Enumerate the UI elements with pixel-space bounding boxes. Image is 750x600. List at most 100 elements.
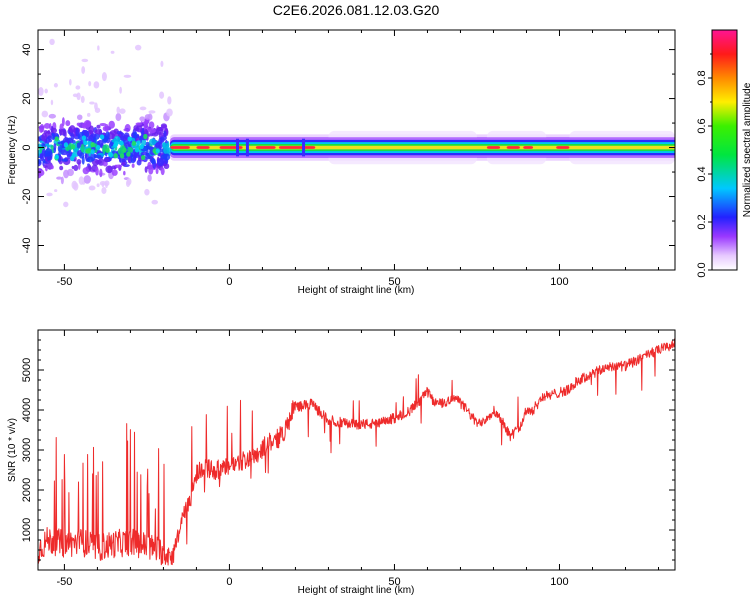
- spectrogram-noise-blob: [58, 129, 66, 136]
- spectrogram-noise-blob: [60, 149, 68, 156]
- spectrogram-marks: [38, 38, 675, 208]
- colorbar-ticks: 0.0 0.2 0.4 0.6 0.8: [696, 53, 712, 278]
- spectrogram-noise-blob: [96, 124, 101, 129]
- spectrogram-noise-blob: [104, 124, 109, 133]
- spectrogram-noise-blob: [101, 182, 105, 188]
- spectrogram-noise-blob: [53, 143, 57, 151]
- spectrogram-noise-blob: [46, 192, 53, 197]
- spectrogram-x-ticks: -50 0 50 100: [56, 30, 659, 288]
- spectrogram-hot-blob: [63, 142, 69, 148]
- ridge-hot-segment: [219, 146, 243, 149]
- spectrogram-y-label: Frequency (Hz): [7, 116, 18, 185]
- spectrogram-hot-blob: [126, 151, 131, 157]
- x-tick-label: 0: [226, 576, 232, 588]
- chart-title: C2E6.2026.081.12.03.G20: [273, 2, 440, 18]
- spectrogram-noise-blob: [160, 60, 164, 68]
- spectrogram-noise-blob: [133, 131, 138, 139]
- spectrogram-noise-blob: [134, 44, 142, 51]
- colorbar-tick-label: 0.0: [696, 262, 708, 277]
- spectrogram-noise-blob: [166, 108, 173, 117]
- x-tick-label: 50: [388, 576, 400, 588]
- spectrogram-noise-blob: [160, 167, 165, 176]
- spectrogram-noise-blob: [121, 162, 125, 166]
- spectrogram-noise-blob: [151, 199, 158, 205]
- x-tick-label: -50: [56, 276, 72, 288]
- spectrogram-noise-blob: [48, 113, 57, 119]
- spectrogram-hot-blob: [90, 142, 95, 148]
- spectrogram-panel: -50 0 50 100 -40 -20 0 20 40 Height of straight…: [7, 29, 676, 296]
- spectrogram-noise-blob: [68, 126, 73, 132]
- snr-x-ticks: -50 0 50 100: [56, 330, 659, 588]
- spectrogram-noise-blob: [43, 164, 48, 168]
- spectrogram-noise-blob: [39, 146, 42, 154]
- ridge-hot-segment: [170, 146, 190, 149]
- spectrogram-noise-blob: [147, 161, 152, 170]
- spectrogram-hot-blob: [83, 140, 88, 146]
- ridge-hot-segment: [506, 146, 520, 149]
- y-tick-label: 0: [21, 144, 33, 150]
- x-tick-label: 0: [226, 276, 232, 288]
- spectrogram-noise-blob: [76, 158, 82, 165]
- spectrogram-noise-blob: [44, 148, 53, 157]
- spectrogram-noise-blob: [87, 137, 93, 142]
- spectrogram-noise-blob: [145, 141, 150, 147]
- spectrogram-noise-blob: [99, 122, 107, 127]
- spectrogram-noise-blob: [39, 152, 45, 162]
- spectrogram-noise-blob: [105, 165, 113, 174]
- spectrogram-frame: [37, 29, 676, 271]
- spectrogram-noise-blob: [95, 159, 103, 164]
- y-tick-label: -20: [21, 189, 33, 205]
- spectrogram-noise-blob: [84, 130, 89, 138]
- spectrogram-noise-blob: [41, 142, 45, 147]
- spectrogram-noise-blob: [132, 156, 137, 162]
- spectrogram-hot-blob: [119, 140, 124, 146]
- spectrogram-hot-blob: [127, 136, 132, 142]
- spectrogram-noise-blob: [90, 133, 97, 138]
- spectrogram-noise-blob: [119, 86, 122, 94]
- spectrogram-noise-blob: [160, 137, 163, 145]
- spectrogram-noise-blob: [50, 145, 54, 151]
- spectrogram-hot-blob: [136, 140, 141, 146]
- spectrogram-noise-blob: [76, 92, 81, 101]
- spectrogram-noise-blob: [56, 176, 63, 180]
- spectrogram-noise-blob: [151, 157, 154, 165]
- ridge-hot-segment: [278, 146, 316, 149]
- spectrogram-noise-blob: [86, 112, 91, 117]
- spectrogram-noise-blob: [121, 158, 127, 163]
- colorbar-gradient: [712, 30, 737, 270]
- spectrogram-noise-blob: [156, 158, 165, 167]
- spectrogram-noise-blob: [82, 167, 90, 175]
- spectrogram-noise-blob: [115, 113, 122, 122]
- spectrogram-noise-blob: [44, 88, 48, 94]
- spectrogram-noise-blob: [144, 114, 151, 120]
- y-tick-label: 3000: [21, 438, 33, 462]
- spectrogram-noise-blob: [38, 158, 42, 165]
- spectrogram-noise-blob: [43, 130, 48, 134]
- spectrogram-noise-blob: [160, 123, 167, 129]
- spectrogram-noise-blob: [61, 158, 69, 162]
- spectrogram-noise-blob: [144, 166, 148, 173]
- snr-y-ticks: 1000 2000 3000 4000 5000: [21, 329, 675, 571]
- spectrogram-noise-blob: [97, 45, 100, 51]
- spectrogram-hot-blob: [54, 154, 59, 160]
- spectrogram-noise-blob: [81, 58, 89, 63]
- y-tick-label: 4000: [21, 398, 33, 422]
- spectrogram-noise-blob: [54, 189, 58, 193]
- spectrogram-hot-blob: [113, 153, 118, 159]
- spectrogram-noise-blob: [127, 155, 131, 164]
- spectrogram-noise-blob: [45, 143, 49, 147]
- spectrogram-noise-blob: [123, 170, 126, 176]
- spectrogram-noise-blob: [50, 165, 54, 170]
- spectrogram-hot-blob: [54, 136, 60, 142]
- spectrogram-noise-blob: [81, 122, 86, 128]
- spectrogram-noise-blob: [111, 169, 118, 176]
- colorbar: 0.0 0.2 0.4 0.6 0.8 Normalized spectral ampl…: [696, 29, 750, 278]
- ridge-hot-segment: [486, 146, 501, 149]
- spectrogram-hot-blob: [140, 154, 146, 161]
- ridge-hot-segment: [556, 146, 570, 149]
- spectrogram-noise-blob: [96, 183, 100, 188]
- spectrogram-noise-blob: [94, 128, 103, 135]
- spectrogram-noise-blob: [105, 131, 110, 140]
- spectrogram-noise-blob: [136, 159, 142, 166]
